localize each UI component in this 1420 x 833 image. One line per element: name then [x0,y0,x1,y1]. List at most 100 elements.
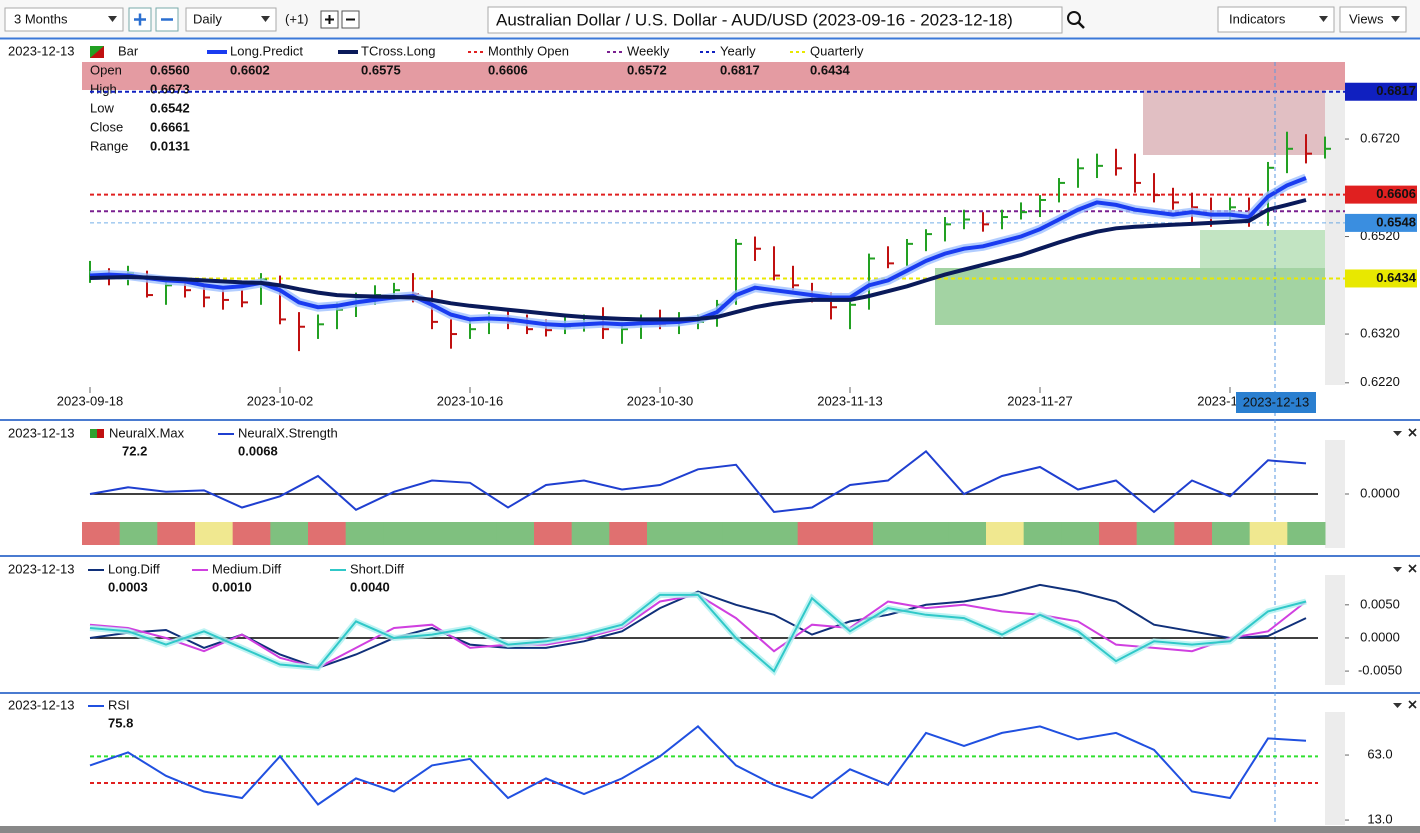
search-handle [1077,21,1085,29]
signal-cell [986,522,1025,545]
ohlc-label: Close [90,119,123,134]
y-tick-label: -0.0050 [1358,663,1402,678]
dropdown-arrow [261,16,270,22]
indicators-select[interactable] [1217,6,1335,33]
signal-cell [1099,522,1138,545]
panel-date: 2023-12-13 [8,425,75,440]
future-column [1325,712,1345,825]
cursor-date: 2023-12-13 [1243,394,1310,409]
legend-label: Long.Diff [108,561,160,576]
signal-cell [760,522,799,545]
symbol-title: Australian Dollar / U.S. Dollar - AUD/US… [496,10,1013,29]
signal-cell [1023,522,1062,545]
range-select[interactable] [4,7,124,32]
x-tick-label: 2023-10-30 [627,393,694,408]
bar-swatch [90,46,104,58]
future-column [1325,90,1345,385]
range-text: 3 Months [14,11,68,26]
signal-cell [232,522,271,545]
price-tag-label: 0.6817 [1376,83,1416,98]
legend-value: 72.2 [122,443,147,458]
close-icon[interactable] [1408,700,1417,709]
x-tick-label: 2023-10-02 [247,393,314,408]
close-icon[interactable] [1408,428,1417,437]
future-column [1325,440,1345,548]
panel-date: 2023-12-13 [8,43,75,58]
signal-cell [383,522,422,545]
ohlc-value: 0.6661 [150,119,190,134]
legend-value: 0.6434 [810,62,851,77]
signal-cell [609,522,648,545]
collapse-icon[interactable] [1393,703,1402,708]
legend-label: Quarterly [810,43,864,58]
legend-value: 0.6572 [627,62,667,77]
price-tag [1345,269,1417,288]
price-tag [1345,213,1417,232]
y-tick-label: 0.0000 [1360,485,1400,500]
ohlc-label: High [90,81,117,96]
legend-label: Bar [118,43,139,58]
y-tick-label: 63.0 [1367,746,1392,761]
ohlc-value: 0.6542 [150,100,190,115]
offset-text: (+1) [285,11,308,26]
signal-cell [308,522,347,545]
support-zone [1200,230,1345,268]
signal-cell [270,522,309,545]
ohlc-value: 0.6560 [150,62,190,77]
signal-cell [722,522,761,545]
interval-select[interactable] [185,7,277,32]
dropdown-arrow [1319,16,1328,22]
legend-label: Weekly [627,43,670,58]
legend-value: 0.6575 [361,62,401,77]
line [89,725,1307,806]
signal-cell [496,522,535,545]
ohlc-label: Open [90,62,122,77]
search-icon[interactable] [1067,11,1081,25]
legend-label: NeuralX.Max [109,425,185,440]
ohlc-band [82,62,1345,90]
collapse-icon[interactable] [1393,431,1402,436]
legend-label: NeuralX.Strength [238,425,338,440]
support-zone [935,268,1345,325]
legend-value: 0.0010 [212,579,252,594]
signal-cell [1212,522,1251,545]
y-tick-label: 0.0000 [1360,629,1400,644]
price-tag-label: 0.6434 [1376,270,1417,285]
signal-cell [1249,522,1288,545]
price-tag-label: 0.6548 [1376,214,1416,229]
y-tick-label: 13.0 [1367,811,1392,826]
y-tick-label: 0.6720 [1360,130,1400,145]
legend-value: 0.0068 [238,443,278,458]
signal-cell [82,522,121,545]
signal-cell [1061,522,1100,545]
collapse-icon[interactable] [1393,567,1402,572]
line [89,593,1307,673]
ohlc-value: 0.0131 [150,138,190,153]
signal-cell [647,522,686,545]
signal-cell [534,522,573,545]
dropdown-arrow [1391,16,1400,22]
legend-value: 0.6817 [720,62,760,77]
plus-icon [134,13,146,26]
signal-cell [421,522,460,545]
line [89,198,1307,322]
x-tick-label: 2023-11-27 [1007,393,1073,408]
legend-value: 0.6606 [488,62,528,77]
interval-text: Daily [193,11,222,26]
legend-value: 75.8 [108,715,133,730]
signal-cell [1174,522,1213,545]
signal-cell [1136,522,1175,545]
symbol-box[interactable] [487,6,1063,34]
legend-label: Medium.Diff [212,561,282,576]
ohlc-label: Range [90,138,128,153]
y-tick-label: 0.6220 [1360,374,1400,389]
legend-label: Monthly Open [488,43,569,58]
legend-label: Long.Predict [230,43,303,58]
close-icon[interactable] [1408,564,1417,573]
legend-swatch [90,429,97,438]
signal-cell [797,522,836,545]
legend-swatch [97,429,104,438]
y-tick-label: 0.0050 [1360,596,1400,611]
